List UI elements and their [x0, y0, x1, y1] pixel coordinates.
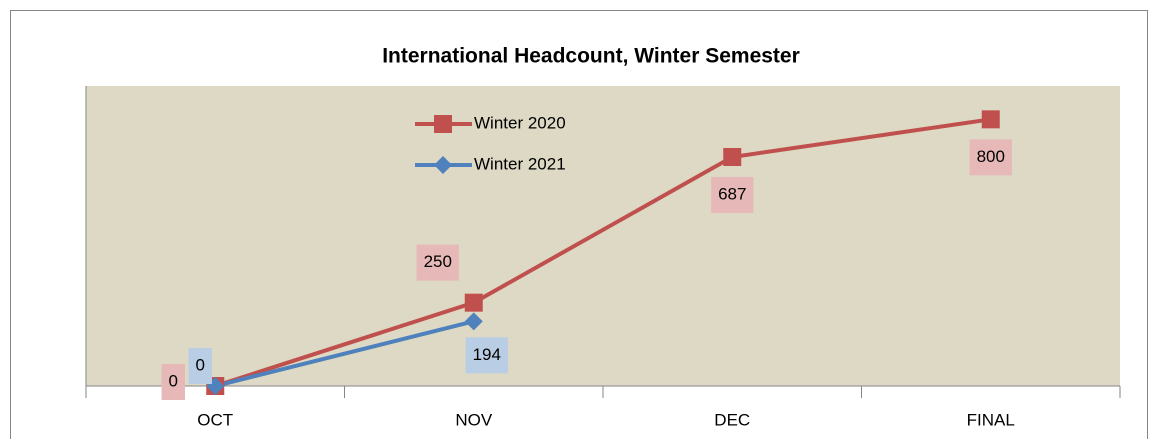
- data-label-box: [161, 364, 185, 400]
- marker: [464, 293, 483, 312]
- data-label-box: [188, 348, 212, 384]
- chart-title: International Headcount, Winter Semester: [382, 45, 800, 68]
- data-label: 250: [424, 252, 452, 271]
- marker: [434, 156, 452, 174]
- data-label: 0: [169, 371, 178, 390]
- x-tick-label: DEC: [714, 410, 750, 429]
- marker: [723, 148, 742, 166]
- x-tick-label: OCT: [197, 410, 233, 429]
- legend-label: Winter 2020: [474, 113, 566, 132]
- data-label-box: [465, 337, 508, 374]
- series-line: [214, 319, 475, 388]
- plot-area: [86, 86, 1120, 386]
- marker: [981, 110, 1000, 129]
- data-label-box: [711, 177, 754, 213]
- x-tick-label: FINAL: [967, 410, 1015, 429]
- series-line: [214, 117, 992, 388]
- data-label: 194: [473, 345, 501, 364]
- data-label-box: [416, 244, 459, 281]
- data-label: 687: [718, 184, 746, 203]
- data-label-box: [969, 139, 1012, 176]
- data-label: 800: [977, 147, 1005, 166]
- legend-label: Winter 2021: [474, 154, 566, 173]
- data-label: 0: [196, 355, 205, 374]
- marker: [434, 115, 452, 133]
- x-tick-label: NOV: [455, 410, 493, 429]
- marker: [464, 312, 483, 331]
